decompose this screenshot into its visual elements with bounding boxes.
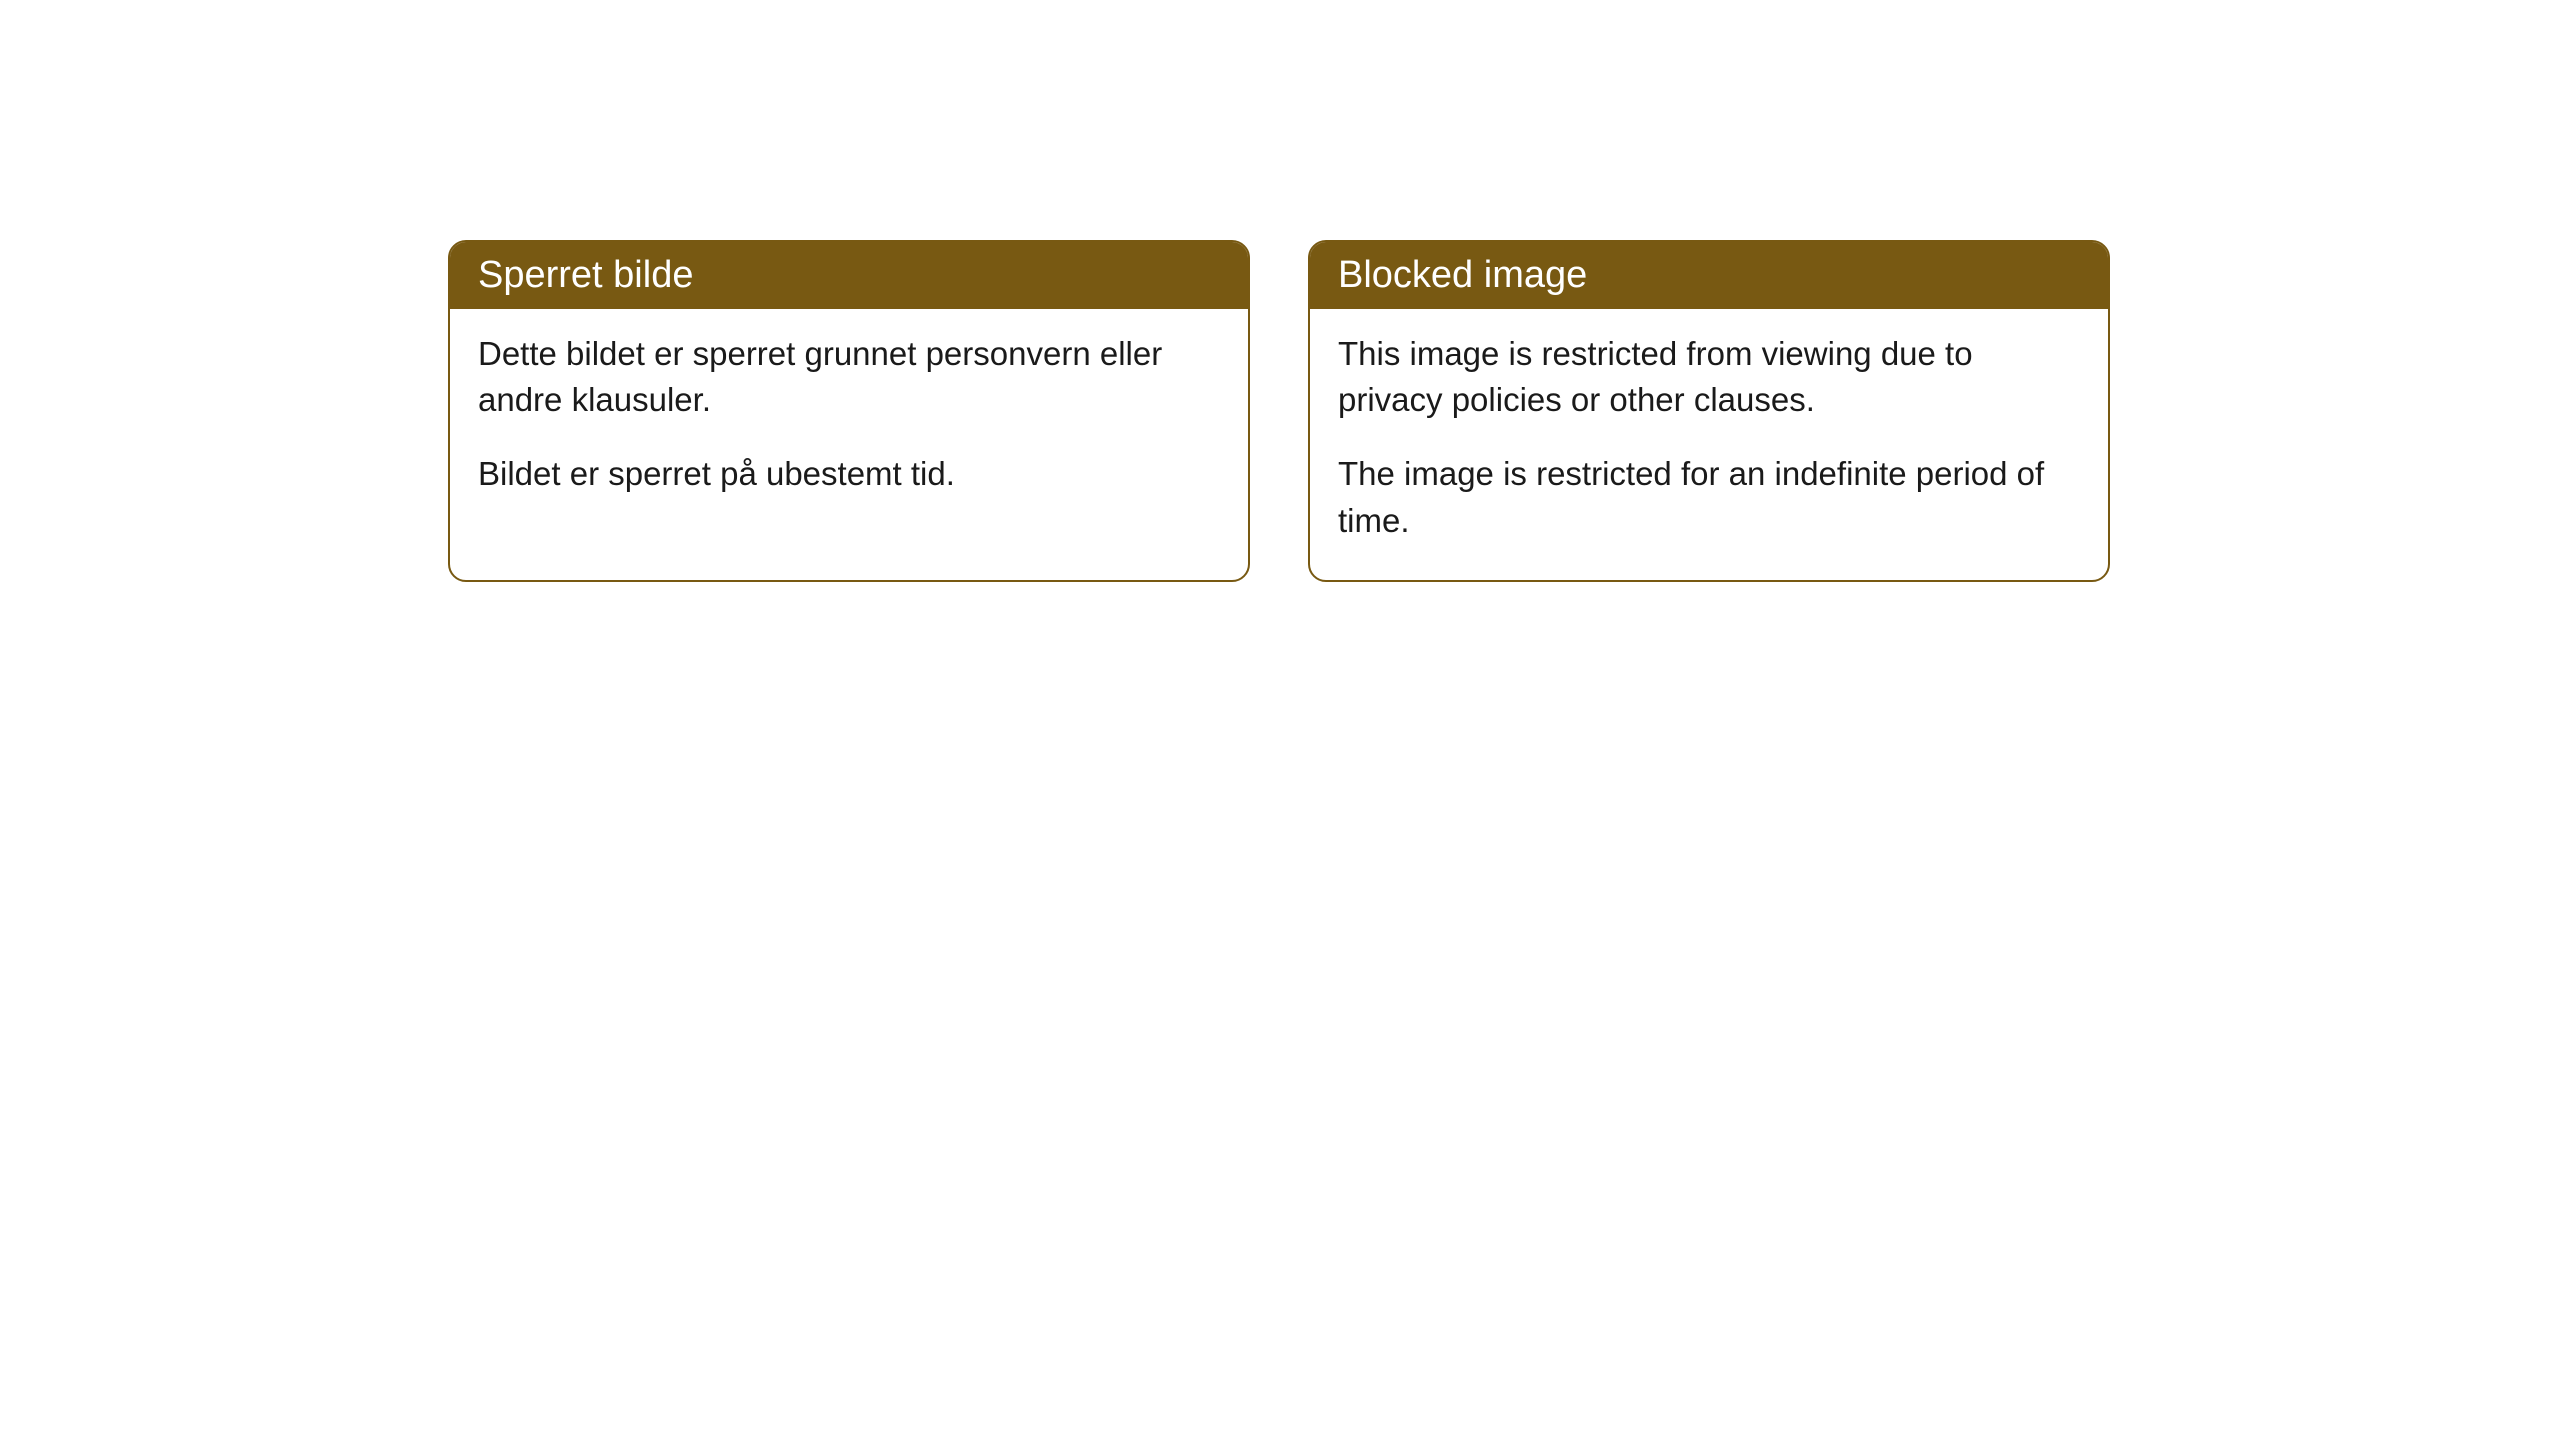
card-body: This image is restricted from viewing du… [1310, 309, 2108, 580]
card-paragraph-1: This image is restricted from viewing du… [1338, 331, 2080, 423]
notice-container: Sperret bilde Dette bildet er sperret gr… [448, 240, 2110, 582]
notice-card-english: Blocked image This image is restricted f… [1308, 240, 2110, 582]
card-body: Dette bildet er sperret grunnet personve… [450, 309, 1248, 534]
card-paragraph-2: Bildet er sperret på ubestemt tid. [478, 451, 1220, 497]
card-paragraph-1: Dette bildet er sperret grunnet personve… [478, 331, 1220, 423]
card-paragraph-2: The image is restricted for an indefinit… [1338, 451, 2080, 543]
card-header: Sperret bilde [450, 242, 1248, 309]
card-header: Blocked image [1310, 242, 2108, 309]
notice-card-norwegian: Sperret bilde Dette bildet er sperret gr… [448, 240, 1250, 582]
